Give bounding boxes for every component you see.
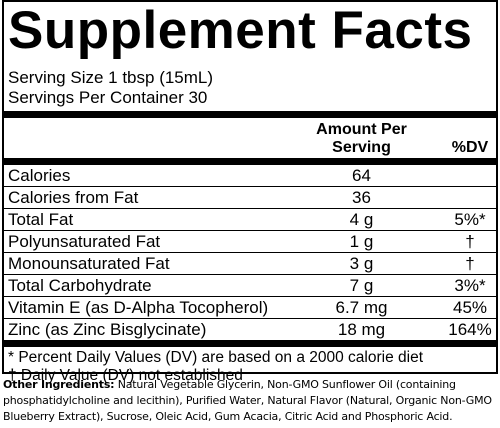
dv-header: %DV bbox=[451, 139, 489, 156]
other-ingredients: Other Ingredients: Natural Vegetable Gly… bbox=[3, 377, 499, 425]
amount-header: Amount Per Serving bbox=[316, 121, 407, 156]
divider bbox=[4, 340, 496, 347]
nutrient-row: Calories 64 bbox=[4, 165, 496, 187]
nutrient-name: Monounsaturated Fat bbox=[8, 254, 170, 273]
nutrient-row: Polyunsaturated Fat 1 g † bbox=[4, 231, 496, 253]
table-header: Amount Per Serving %DV bbox=[4, 118, 496, 158]
supplement-facts-panel: Supplement Facts Serving Size 1 tbsp (15… bbox=[2, 0, 498, 384]
nutrient-amount: 18 mg bbox=[337, 320, 386, 339]
nutrient-name: Vitamin E (as D-Alpha Tocopherol) bbox=[8, 298, 269, 317]
nutrient-name: Total Fat bbox=[8, 210, 74, 229]
nutrient-amount: 64 bbox=[352, 166, 371, 185]
nutrient-dv: 3%* bbox=[454, 276, 486, 295]
nutrient-name: Total Carbohydrate bbox=[8, 276, 152, 295]
title: Supplement Facts bbox=[8, 1, 473, 60]
serving-size: Serving Size 1 tbsp (15mL) bbox=[8, 68, 214, 87]
nutrient-amount: 6.7 mg bbox=[335, 298, 388, 317]
nutrient-rows: Calories 64 Calories from Fat 36 Total Fat 4 … bbox=[4, 165, 496, 340]
nutrient-amount: 3 g bbox=[349, 254, 374, 273]
nutrient-name: Polyunsaturated Fat bbox=[8, 232, 161, 251]
nutrient-dv: 45% bbox=[452, 298, 488, 317]
nutrient-name: Zinc (as Zinc Bisglycinate) bbox=[8, 320, 207, 339]
nutrient-amount: 1 g bbox=[349, 232, 374, 251]
nutrient-dv: 5%* bbox=[454, 210, 486, 229]
divider bbox=[4, 158, 496, 165]
nutrient-row: Monounsaturated Fat 3 g † bbox=[4, 253, 496, 275]
servings-per-container: Servings Per Container 30 bbox=[8, 88, 208, 107]
nutrient-name: Calories from Fat bbox=[8, 188, 139, 207]
nutrient-name: Calories bbox=[8, 166, 71, 185]
nutrient-dv: 164% bbox=[448, 320, 492, 339]
nutrient-amount: 7 g bbox=[349, 276, 374, 295]
nutrient-row: Vitamin E (as D-Alpha Tocopherol) 6.7 mg 4… bbox=[4, 297, 496, 319]
nutrient-amount: 4 g bbox=[349, 210, 374, 229]
nutrient-dv: † bbox=[465, 232, 475, 251]
nutrient-amount: 36 bbox=[352, 188, 371, 207]
footnote: * Percent Daily Values (DV) are based on… bbox=[8, 349, 423, 366]
divider bbox=[4, 111, 496, 118]
other-ingredients-label: Other Ingredients: bbox=[3, 378, 115, 391]
other-ingredients-text: Natural Vegetable Glycerin, Non-GMO Sunf… bbox=[3, 378, 492, 423]
nutrient-row: Total Fat 4 g 5%* bbox=[4, 209, 496, 231]
nutrient-dv: † bbox=[465, 254, 475, 273]
footnote: † Daily Value (DV) not established bbox=[8, 367, 243, 384]
nutrient-row: Calories from Fat 36 bbox=[4, 187, 496, 209]
nutrient-row: Total Carbohydrate 7 g 3%* bbox=[4, 275, 496, 297]
nutrient-row: Zinc (as Zinc Bisglycinate) 18 mg 164% bbox=[4, 319, 496, 340]
